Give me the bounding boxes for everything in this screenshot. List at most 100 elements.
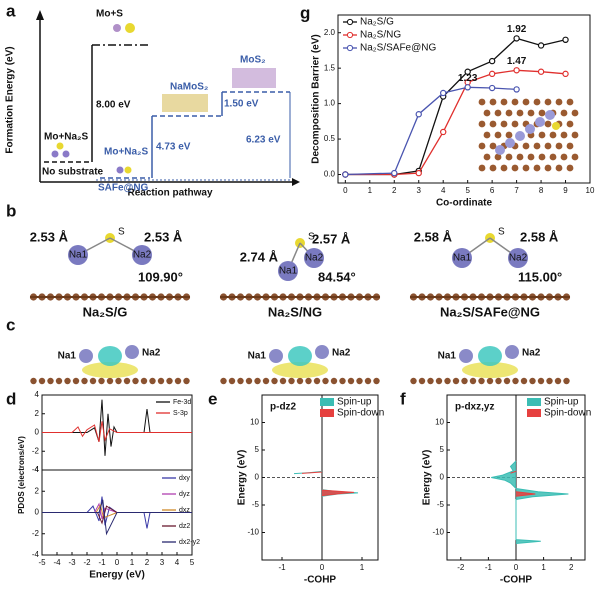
- series-line: [510, 470, 536, 497]
- charge-density: [478, 346, 502, 366]
- structure-name: Na₂S/SAFe@NG: [440, 304, 540, 319]
- atom-label: Na2: [133, 250, 152, 261]
- carbon: [322, 377, 329, 385]
- series-line: [301, 471, 355, 497]
- sodium: [505, 345, 519, 359]
- carbon: [511, 120, 519, 128]
- y-tick-label: 0: [35, 428, 40, 437]
- carbon: [516, 153, 524, 161]
- panel-letter: a: [6, 1, 16, 20]
- legend-marker: [346, 31, 354, 39]
- carbon: [544, 164, 552, 172]
- axis-label: Reaction pathway: [127, 188, 212, 199]
- panel-letter: e: [208, 389, 217, 408]
- carbon: [549, 153, 557, 161]
- carbon: [30, 377, 37, 385]
- x-tick-label: 5: [465, 186, 470, 195]
- series-line: [42, 421, 192, 443]
- atom-label: S: [308, 232, 315, 243]
- legend-label: Spin-up: [544, 397, 579, 408]
- x-tick-label: 1: [130, 558, 135, 567]
- carbon: [237, 377, 244, 385]
- point: [513, 86, 520, 93]
- carbon: [478, 142, 486, 150]
- y-axis-label: Decomposition Barrier (eV): [311, 34, 322, 163]
- y-tick-label: -4: [32, 550, 40, 559]
- carbon: [55, 377, 63, 385]
- legend-label: Na₂S/NG: [360, 30, 401, 41]
- carbon: [81, 377, 88, 385]
- carbon: [373, 377, 380, 385]
- carbon: [500, 98, 508, 106]
- point: [464, 68, 471, 75]
- sodium: [68, 245, 88, 265]
- carbon: [228, 377, 236, 385]
- carbon: [418, 377, 426, 385]
- x-tick-label: 4: [441, 186, 446, 195]
- point: [513, 67, 520, 74]
- carbon: [571, 109, 579, 117]
- x-tick-label: 7: [514, 186, 519, 195]
- x-tick-label: 1: [360, 563, 365, 572]
- legend-label: dyz: [179, 491, 190, 498]
- carbon: [566, 120, 574, 128]
- carbon: [489, 164, 497, 172]
- point: [488, 70, 496, 78]
- atom-label: S: [118, 227, 125, 238]
- panel-letter: f: [400, 389, 406, 408]
- chart-title: p-dxz,yz: [455, 402, 494, 413]
- carbon: [549, 131, 557, 139]
- atom: [125, 23, 135, 33]
- point: [488, 84, 496, 92]
- x-tick-label: 1: [541, 563, 546, 572]
- x-tick-label: 0: [343, 186, 348, 195]
- carbon: [533, 142, 541, 150]
- legend-label: Spin-up: [337, 397, 372, 408]
- carbon: [494, 109, 502, 117]
- carbon: [288, 377, 295, 385]
- sodium: [495, 145, 505, 155]
- atom-label: Na1: [438, 351, 457, 362]
- carbon: [533, 98, 541, 106]
- point: [488, 57, 496, 65]
- series-line: [42, 496, 192, 529]
- legend-swatch: [320, 409, 334, 417]
- carbon: [478, 164, 486, 172]
- structure-name: Na₂S/NG: [268, 304, 322, 319]
- x-tick-label: 0: [115, 558, 120, 567]
- structure: [232, 68, 276, 88]
- sodium: [269, 349, 283, 363]
- energy-label: 6.23 eV: [246, 135, 281, 146]
- point: [464, 84, 471, 91]
- carbon: [500, 164, 508, 172]
- level-label: NaMoS₂: [170, 82, 208, 93]
- chart-title: p-dz2: [270, 402, 297, 413]
- carbon: [483, 109, 491, 117]
- carbon: [444, 377, 451, 385]
- angle-label: 109.90°: [138, 269, 183, 284]
- carbon: [522, 164, 530, 172]
- legend-label: dx2-y2: [179, 539, 200, 546]
- sodium: [535, 117, 545, 127]
- point: [391, 169, 398, 177]
- y-tick-label: 0: [35, 508, 40, 517]
- level-label: Mo+S: [96, 9, 123, 20]
- point: [440, 128, 447, 136]
- point: [562, 70, 569, 78]
- series-line: [42, 502, 192, 520]
- x-tick-label: -1: [485, 563, 493, 572]
- sulfur: [552, 122, 560, 130]
- y-axis-label: Energy (eV): [237, 450, 248, 506]
- y-tick-label: 0: [255, 473, 260, 482]
- carbon: [489, 142, 497, 150]
- carbon: [478, 377, 485, 385]
- sodium: [452, 248, 472, 268]
- arrow: [292, 178, 300, 186]
- carbon: [563, 377, 570, 385]
- y-tick-label: 2: [35, 409, 40, 418]
- x-tick-label: -1: [278, 563, 286, 572]
- y-tick-label: 5: [440, 445, 445, 454]
- legend-swatch: [527, 409, 541, 417]
- sodium: [125, 345, 139, 359]
